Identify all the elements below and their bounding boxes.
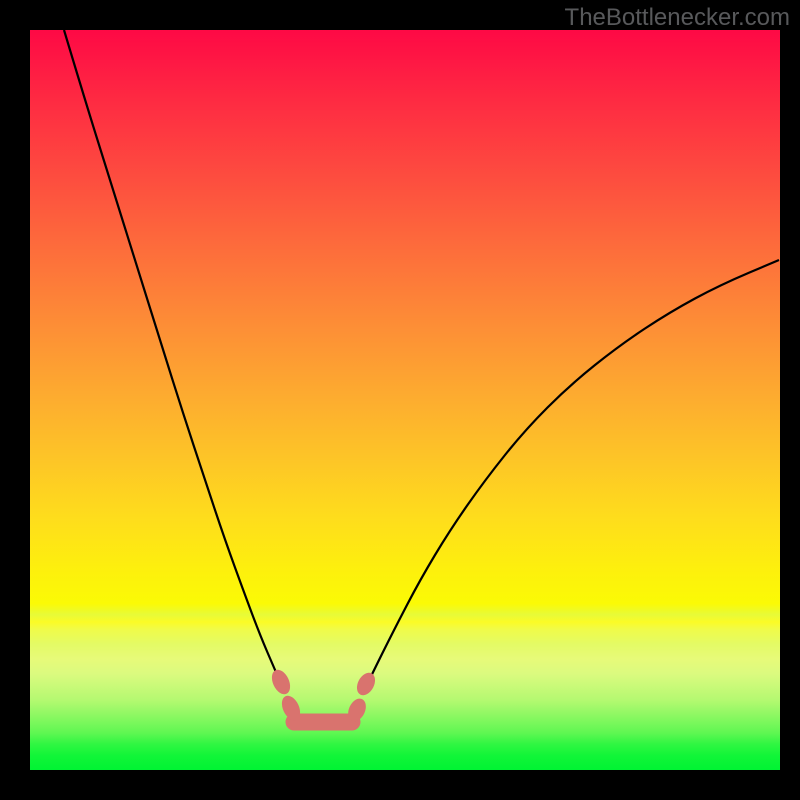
chart-container: TheBottlenecker.com: [0, 0, 800, 800]
plot-background-gradient: [30, 30, 780, 770]
chart-svg: [0, 0, 800, 800]
